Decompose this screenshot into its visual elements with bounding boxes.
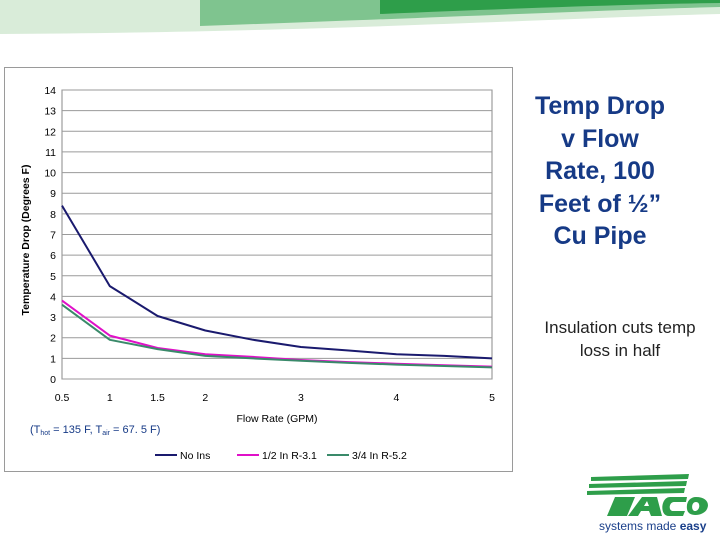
y-tick-label: 6 <box>50 250 56 262</box>
y-tick-label: 4 <box>50 291 56 303</box>
y-tick-label: 2 <box>50 333 56 345</box>
chart-svg: Flow Rate (GPM) Temperature Drop (Degree… <box>20 85 495 462</box>
x-tick-label: 4 <box>394 392 400 404</box>
legend-label: 3/4 In R-5.2 <box>352 450 407 462</box>
chart-panel: Flow Rate (GPM) Temperature Drop (Degree… <box>4 67 513 472</box>
series-line <box>61 303 493 369</box>
logo-tagline: systems made easy <box>599 519 707 533</box>
y-tick-label: 7 <box>50 230 56 242</box>
test-conditions: (Thot = 135 F, Tair = 67. 5 F) <box>30 424 161 437</box>
x-tick-label: 5 <box>489 392 495 404</box>
x-tick-label: 1.5 <box>150 392 165 404</box>
legend-label: 1/2 In R-3.1 <box>262 450 317 462</box>
slide-title: Temp Drop v Flow Rate, 100 Feet of ½” Cu… <box>534 92 666 250</box>
legend-label: No Ins <box>180 450 210 462</box>
chart-legend: No Ins 1/2 In R-3.1 3/4 In R-5.2 <box>155 450 407 462</box>
y-tick-label: 10 <box>44 168 56 180</box>
taco-logo: systems made easy <box>587 474 708 533</box>
y-tick-label: 9 <box>50 188 56 200</box>
x-tick-label: 2 <box>202 392 208 404</box>
y-tick-label: 0 <box>50 374 56 386</box>
y-tick-label: 5 <box>50 271 56 283</box>
x-tick-label: 0.5 <box>55 392 70 404</box>
header-swoosh <box>0 0 720 34</box>
y-axis-title: Temperature Drop (Degrees F) <box>20 165 32 316</box>
y-tick-label: 11 <box>45 147 56 159</box>
series-line <box>61 205 493 360</box>
y-tick-label: 14 <box>44 85 56 97</box>
insulation-note: Insulation cuts temp loss in half <box>544 318 696 360</box>
series-line <box>61 299 493 368</box>
chart-labels: Flow Rate (GPM) Temperature Drop (Degree… <box>20 85 495 425</box>
y-tick-label: 8 <box>50 209 56 221</box>
x-axis-title: Flow Rate (GPM) <box>236 413 317 425</box>
y-tick-label: 3 <box>50 312 56 324</box>
y-tick-label: 12 <box>44 126 56 138</box>
y-tick-label: 13 <box>44 106 56 118</box>
chart-series <box>61 205 493 369</box>
x-tick-label: 1 <box>107 392 113 404</box>
chart-grid <box>61 89 493 380</box>
x-tick-label: 3 <box>298 392 304 404</box>
y-tick-label: 1 <box>50 353 56 365</box>
